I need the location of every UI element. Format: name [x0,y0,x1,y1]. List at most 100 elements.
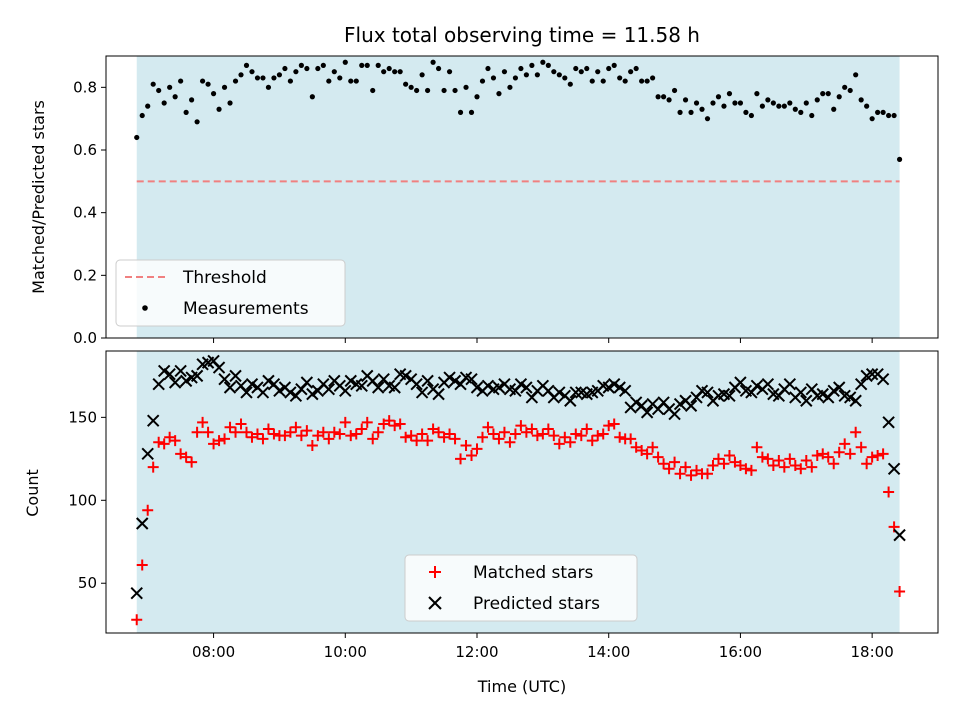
measurements-point [770,100,776,106]
matched-stars-point [290,421,302,433]
matched-stars-point [581,423,593,435]
measurements-point [156,87,162,94]
measurements-point [589,78,595,84]
matched-stars-point [570,428,582,440]
matched-stars-point [476,431,488,443]
matched-stars-point [751,441,763,453]
measurements-point [331,69,337,75]
matched-stars-point [685,469,697,481]
measurements-point [309,94,315,100]
matched-stars-point [383,415,395,427]
matched-stars-point [180,451,192,463]
predicted-stars-point [673,397,687,411]
matched-stars-point [658,458,670,470]
predicted-stars-point [415,386,429,399]
measurements-point [435,65,442,72]
measurements-point [282,65,288,72]
predicted-stars-point [372,381,385,394]
matched-stars-point [372,426,384,438]
matched-stars-point [548,430,560,442]
measurements-point [172,94,178,100]
matched-stars-point [762,453,774,465]
measurements-point [490,75,497,81]
measurements-point [655,94,661,100]
measurements-point [326,78,332,84]
matched-stars-point [230,426,242,438]
matched-stars-point [444,428,456,440]
measurements-point [792,106,798,112]
measurements-point [216,106,222,112]
predicted-stars-point [734,376,747,389]
measurements-point [375,62,381,68]
predicted-stars-point [750,379,764,393]
matched-stars-point [537,428,549,440]
x-axis-label: Time (UTC) [477,677,566,696]
predicted-stars-point [168,376,182,389]
matched-stars-point [822,451,834,463]
matched-stars-point [136,559,148,571]
predicted-stars-point [865,368,879,381]
predicted-stars-point [443,371,456,384]
measurements-point [485,65,491,72]
top-ytick-label: 0.4 [73,204,97,222]
matched-stars-point [295,430,307,442]
matched-stars-point [592,430,604,442]
matched-stars-point [509,428,521,440]
predicted-stars-point [432,387,445,401]
legend-predicted-swatch [428,596,442,610]
matched-stars-point [251,428,263,440]
measurements-point [748,112,755,119]
measurements-point [145,103,151,109]
xtick-label: 12:00 [455,643,498,661]
predicted-stars-point [399,369,412,383]
matched-stars-point [669,456,681,468]
measurements-point [864,103,870,109]
measurements-point [370,87,376,94]
measurements-point [425,87,431,94]
measurements-point [737,100,744,106]
measurements-point [271,75,277,81]
predicted-stars-point [229,369,242,383]
predicted-stars-point [783,377,797,391]
measurements-point [825,91,831,97]
matched-stars-point [257,433,269,445]
measurements-point [639,78,645,84]
matched-stars-point [361,416,373,428]
measurements-point [194,119,200,125]
predicted-stars-point [174,364,187,378]
measurements-point [293,69,299,75]
matched-stars-point [142,504,154,516]
measurements-point [243,62,250,68]
predicted-stars-point [849,394,862,407]
matched-stars-point [400,431,412,443]
predicted-stars-point [882,416,895,429]
predicted-stars-point [322,382,336,396]
predicted-stars-point [240,386,253,399]
measurements-point [183,109,189,115]
measurements-point [167,84,173,90]
measurements-point [414,87,420,94]
top-plot-frame [105,55,939,339]
legend-measurements-label: Measurements [183,299,309,319]
measurements-point [238,72,244,78]
measurements-point [249,69,255,75]
measurements-point [814,97,820,103]
bottom-plot-frame [105,350,939,634]
measurements-point [463,84,469,90]
measurements-point [693,100,700,106]
measurements-point [446,69,453,75]
predicted-stars-point [284,386,297,399]
predicted-stars-point [355,379,368,393]
legend-matched-swatch [429,566,441,578]
measurements-point [776,103,782,109]
measurements-point [408,84,414,90]
predicted-stars-point [607,377,621,391]
measurements-point [507,84,513,90]
matched-stars-point [877,448,889,460]
matched-stars-point [197,416,209,428]
bottom-legend: Matched stars Predicted stars [404,554,638,622]
predicted-stars-point [410,377,423,391]
matched-stars-point [455,453,467,465]
matched-stars-point [186,456,198,468]
measurements-point [265,84,272,90]
